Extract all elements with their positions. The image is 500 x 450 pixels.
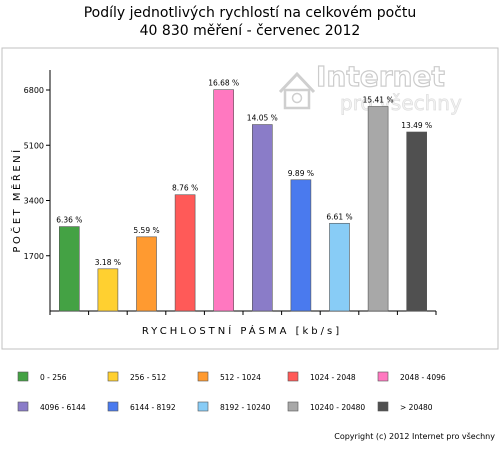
data-label-5: 16.68 % [208,79,239,88]
bar-9 [367,106,389,312]
data-label-9: 15.41 % [363,96,394,105]
bar-5 [213,89,234,312]
bar-4 [174,194,196,312]
bar-10 [406,131,428,312]
data-label-2: 3.18 % [95,258,121,267]
watermark-line1: Internet [316,60,445,93]
legend-swatch-7 [107,401,119,412]
legend-swatch-3 [197,371,209,382]
house-logo-icon [278,71,316,110]
bars-group [58,89,428,312]
legend: 0 - 256 256 - 512 512 - 1024 1024 - 2048 204… [17,371,446,412]
legend-label-9: 10240 - 20480 [310,403,365,412]
legend-swatch-8 [197,401,209,412]
data-label-3: 5.59 % [133,226,159,235]
y-tick-label: 5100 [24,141,44,150]
data-label-4: 8.76 % [172,184,198,193]
legend-swatch-4 [287,371,299,382]
chart-title-line1: Podíly jednotlivých rychlostí na celkové… [84,5,417,21]
legend-label-10: > 20480 [400,403,433,412]
legend-swatch-2 [107,371,119,382]
watermark-logo: Internet pro všechny [278,59,462,115]
x-axis-ticks [49,311,437,315]
bar-6 [252,124,273,312]
data-labels-group: 6.36 % 3.18 % 5.59 % 8.76 % 16.68 % 14.05 % 9.… [56,79,432,267]
y-axis-title: POČET MĚŘENÍ [10,147,23,252]
legend-swatch-9 [287,401,299,412]
y-tick-label: 3400 [24,197,44,206]
data-label-7: 9.89 % [288,169,314,178]
watermark-line2: pro všechny [340,91,462,115]
y-tick-label: 6800 [24,86,44,95]
legend-label-8: 8192 - 10240 [220,403,271,412]
y-tick-label: 1700 [24,252,44,261]
bar-2 [97,268,119,312]
bar-8 [329,222,350,312]
legend-swatch-10 [377,401,389,412]
legend-label-4: 1024 - 2048 [310,373,356,382]
copyright-text: Copyright (c) 2012 Internet pro všechny [334,431,495,441]
bar-7 [290,179,312,312]
chart-title-line2: 40 830 měření - červenec 2012 [140,23,361,39]
data-label-1: 6.36 % [56,216,82,225]
legend-swatch-5 [377,371,389,382]
legend-swatch-1 [17,371,29,382]
legend-label-6: 4096 - 6144 [40,403,86,412]
bar-1 [58,226,80,312]
x-axis-title: RYCHLOSTNÍ PÁSMA [kb/s] [142,324,342,337]
data-label-8: 6.61 % [326,212,352,221]
legend-label-3: 512 - 1024 [220,373,261,382]
data-label-10: 13.49 % [401,121,432,130]
chart-frame [1,47,499,350]
legend-label-1: 0 - 256 [40,373,67,382]
legend-label-7: 6144 - 8192 [130,403,176,412]
legend-swatch-6 [17,401,29,412]
legend-label-5: 2048 - 4096 [400,373,446,382]
legend-label-2: 256 - 512 [130,373,166,382]
data-label-6: 14.05 % [247,114,278,123]
bar-3 [136,236,157,312]
y-axis-ticks: 1700 3400 5100 6800 [24,86,50,261]
